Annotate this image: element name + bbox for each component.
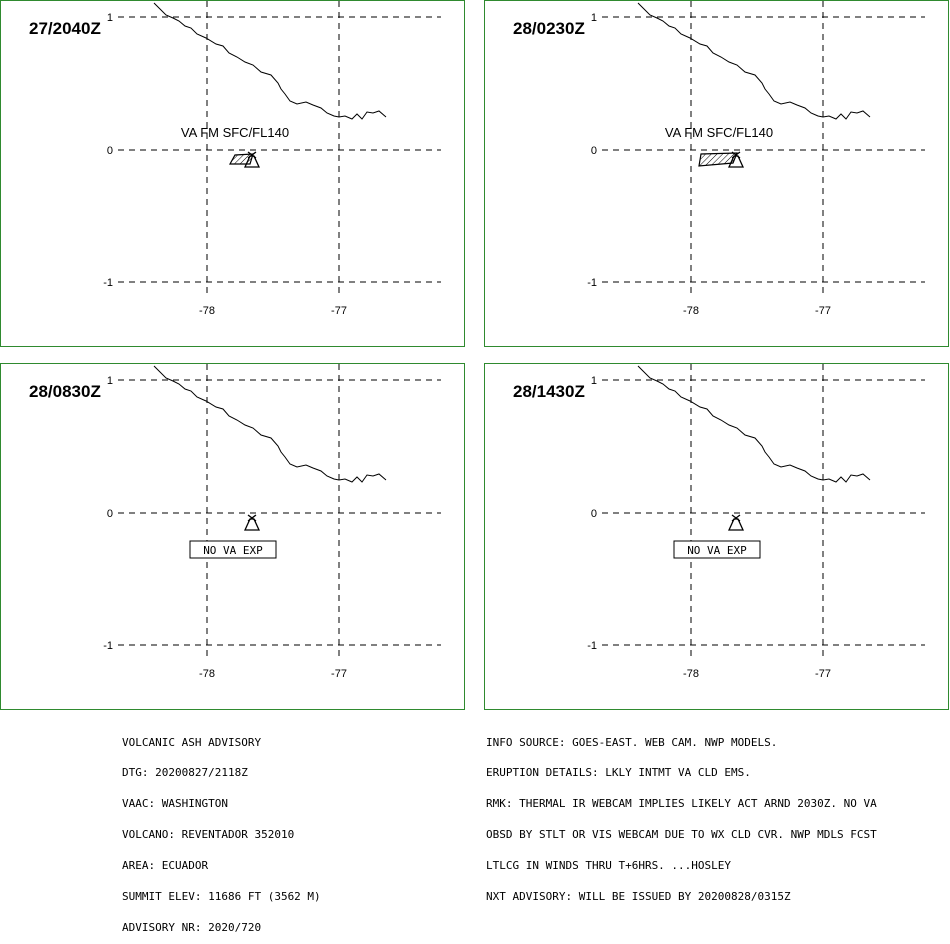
panel-time-label: 27/2040Z: [29, 19, 101, 38]
volcano-icon: [727, 514, 745, 531]
longitude-tick-label: -78: [199, 668, 215, 680]
map-canvas: 1 0 -1 -78 -77 NO VA EXP: [587, 364, 925, 680]
latitude-tick-label: -1: [587, 277, 597, 289]
advisory-line: SUMMIT ELEV: 11686 FT (3562 M): [122, 890, 321, 904]
advisory-line: VAAC: WASHINGTON: [122, 797, 228, 811]
advisory-header-text: VOLCANIC ASH ADVISORY DTG: 20200827/2118…: [122, 717, 321, 944]
advisory-line: DTG: 20200827/2118Z: [122, 766, 248, 780]
ash-cloud-area: [698, 152, 738, 167]
advisory-line: VOLCANO: REVENTADOR 352010: [122, 828, 295, 842]
coastline: [153, 365, 387, 483]
latitude-tick-label: -1: [587, 640, 597, 652]
map-canvas: 1 0 -1 -78 -77 NO VA EXP: [103, 364, 441, 680]
latitude-tick-label: 1: [107, 375, 113, 387]
latitude-tick-label: 1: [591, 375, 597, 387]
longitude-tick-label: -78: [683, 668, 699, 680]
latitude-tick-label: 0: [591, 508, 597, 520]
advisory-line: VOLCANIC ASH ADVISORY: [122, 735, 262, 749]
forecast-panel-4: 1 0 -1 -78 -77 NO VA EXP 28/1430Z: [484, 363, 949, 710]
forecast-panel-2: 1 0 -1 -78 -77 VA FM SFC/FL140 28/0230Z: [484, 0, 949, 347]
coastline: [153, 2, 387, 120]
advisory-line: RMK: THERMAL IR WEBCAM IMPLIES LIKELY AC…: [486, 797, 877, 811]
longitude-tick-label: -77: [815, 305, 831, 317]
ash-cloud-label: VA FM SFC/FL140: [181, 125, 289, 140]
longitude-tick-label: -77: [331, 668, 347, 680]
latitude-tick-label: 1: [107, 12, 113, 24]
advisory-line: ADVISORY NR: 2020/720: [122, 920, 262, 934]
longitude-tick-label: -77: [331, 305, 347, 317]
panel-time-label: 28/0830Z: [29, 382, 101, 401]
advisory-details-text: INFO SOURCE: GOES-EAST. WEB CAM. NWP MOD…: [486, 717, 877, 913]
advisory-line: AREA: ECUADOR: [122, 859, 209, 873]
advisory-line: INFO SOURCE: GOES-EAST. WEB CAM. NWP MOD…: [486, 735, 778, 749]
coastline: [637, 2, 871, 120]
advisory-line: ERUPTION DETAILS: LKLY INTMT VA CLD EMS.: [486, 766, 751, 780]
advisory-line: LTLCG IN WINDS THRU T+6HRS. ...HOSLEY: [486, 859, 732, 873]
coastline: [637, 365, 871, 483]
panel-time-label: 28/1430Z: [513, 382, 585, 401]
volcano-icon: [243, 514, 261, 531]
advisory-line: OBSD BY STLT OR VIS WEBCAM DUE TO WX CLD…: [486, 828, 877, 842]
ash-cloud-label: VA FM SFC/FL140: [665, 125, 773, 140]
map-canvas: 1 0 -1 -78 -77 VA FM SFC/FL140: [103, 1, 441, 317]
ash-cloud-area: [228, 153, 254, 165]
longitude-tick-label: -77: [815, 668, 831, 680]
no-va-label: NO VA EXP: [687, 544, 747, 557]
no-va-box: [189, 540, 277, 559]
no-va-label: NO VA EXP: [203, 544, 263, 557]
latitude-tick-label: -1: [103, 277, 113, 289]
forecast-panel-3: 1 0 -1 -78 -77 NO VA EXP 28/0830Z: [0, 363, 465, 710]
advisory-line: NXT ADVISORY: WILL BE ISSUED BY 20200828…: [486, 890, 791, 904]
latitude-tick-label: 1: [591, 12, 597, 24]
latitude-tick-label: 0: [591, 145, 597, 157]
forecast-panel-1: 1 0 -1 -78 -77 VA FM SFC/FL140 27/2040Z: [0, 0, 465, 347]
longitude-tick-label: -78: [683, 305, 699, 317]
map-canvas: 1 0 -1 -78 -77 VA FM SFC/FL140: [587, 1, 925, 317]
panel-time-label: 28/0230Z: [513, 19, 585, 38]
latitude-tick-label: 0: [107, 508, 113, 520]
no-va-box: [673, 540, 761, 559]
latitude-tick-label: 0: [107, 145, 113, 157]
latitude-tick-label: -1: [103, 640, 113, 652]
longitude-tick-label: -78: [199, 305, 215, 317]
